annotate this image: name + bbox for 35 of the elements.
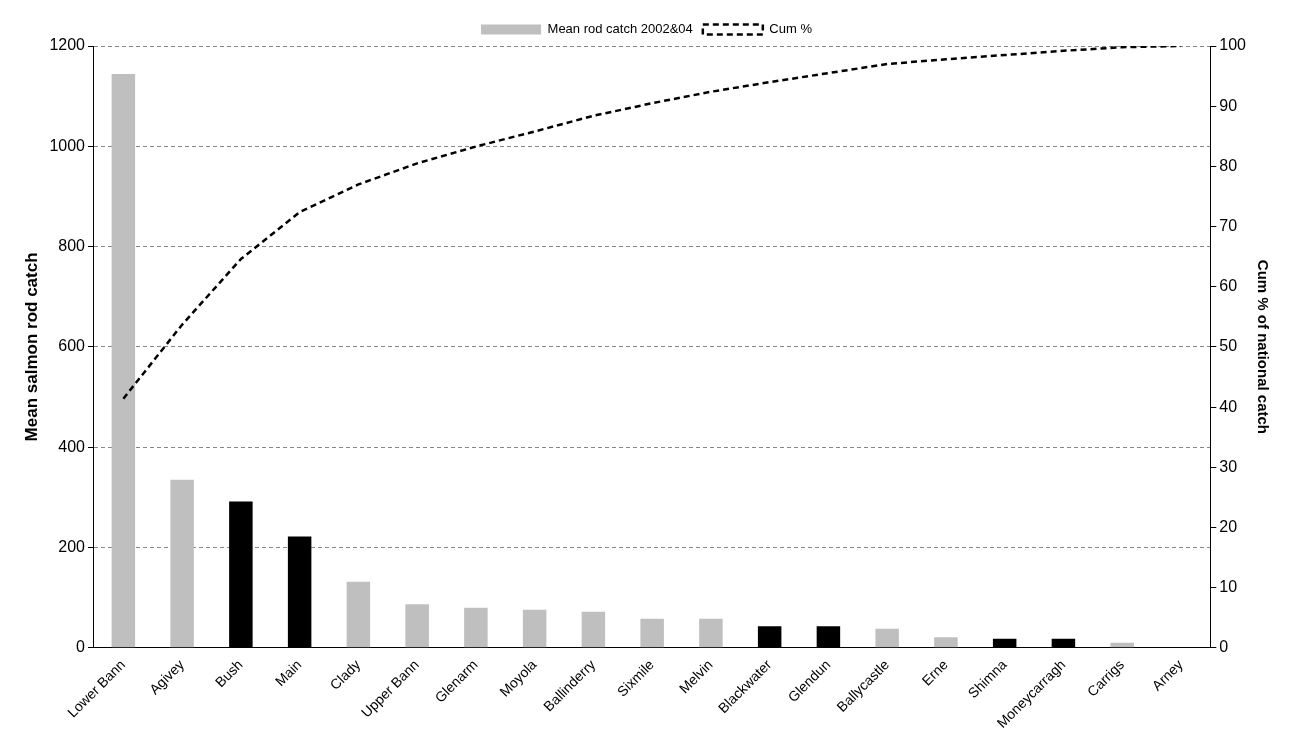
bar <box>522 609 547 648</box>
bar <box>1110 642 1134 648</box>
bar <box>699 618 723 648</box>
y-tick-label: 1200 <box>49 36 86 54</box>
y-tick-label: 400 <box>58 437 86 455</box>
bar <box>111 74 136 648</box>
line-series <box>122 46 1183 400</box>
y2-tick-label: 80 <box>1219 156 1238 174</box>
bar <box>581 611 606 648</box>
legend-label: Cum % <box>769 21 813 37</box>
y2-tick-label: 90 <box>1219 96 1238 114</box>
y2-tick-label: 0 <box>1219 638 1229 656</box>
y-tick-label: 200 <box>58 537 86 555</box>
bar <box>405 604 429 648</box>
legend-label: Mean rod catch 2002&04 <box>547 21 693 37</box>
y2-tick-label: 30 <box>1219 457 1238 475</box>
y2-tick-label: 60 <box>1219 277 1238 295</box>
y2-tick-label: 40 <box>1219 397 1238 415</box>
bar <box>934 637 958 648</box>
y-axis-title: Mean salmon rod catch <box>21 252 41 442</box>
y-tick-label: 1000 <box>49 136 86 154</box>
y-tick-label: 0 <box>76 638 86 656</box>
bar <box>170 479 194 648</box>
y2-tick-label: 100 <box>1219 36 1247 54</box>
y2-tick-label: 10 <box>1219 578 1238 596</box>
bar <box>875 628 899 648</box>
y2-tick-label: 50 <box>1219 337 1238 355</box>
y2-axis-title: Cum % of national catch <box>1254 259 1272 435</box>
y-tick-label: 800 <box>58 237 86 255</box>
bar <box>640 618 664 648</box>
bar <box>346 581 371 648</box>
bar <box>464 607 488 648</box>
y2-tick-label: 20 <box>1219 517 1238 535</box>
y-tick-label: 600 <box>58 337 86 355</box>
y2-tick-label: 70 <box>1219 216 1238 234</box>
